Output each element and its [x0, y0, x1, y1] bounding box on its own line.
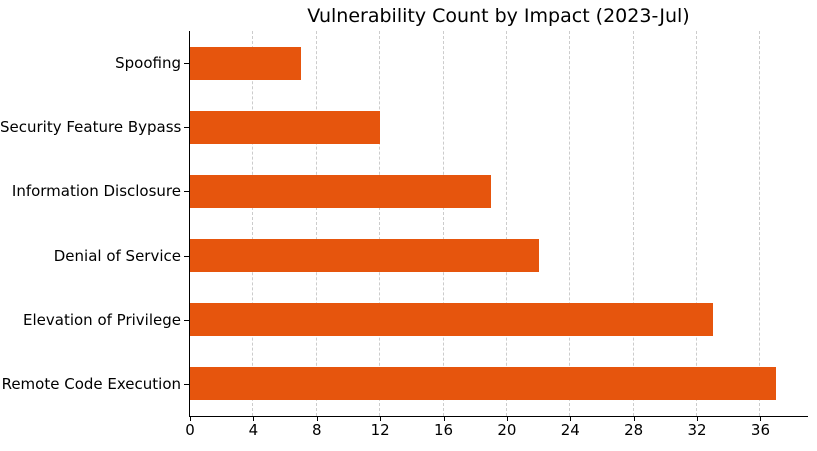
gridline: [759, 31, 761, 416]
gridline: [569, 31, 571, 416]
y-tick-mark: [184, 320, 189, 321]
y-tick-label: Spoofing: [115, 54, 181, 73]
x-tick-label: 36: [750, 421, 770, 439]
gridline: [696, 31, 698, 416]
gridline: [252, 31, 254, 416]
y-tick-mark: [184, 256, 189, 257]
y-tick-label: Denial of Service: [53, 246, 181, 265]
y-tick-label: Elevation of Privilege: [23, 310, 181, 329]
bar: [190, 174, 492, 208]
bar: [190, 303, 713, 337]
x-tick-mark: [697, 417, 698, 421]
chart-title: Vulnerability Count by Impact (2023-Jul): [307, 5, 690, 27]
x-tick-mark: [760, 417, 761, 421]
y-tick-mark: [184, 191, 189, 192]
x-tick-mark: [570, 417, 571, 421]
x-tick-label: 20: [497, 421, 517, 439]
x-tick-mark: [317, 417, 318, 421]
x-tick-label: 4: [248, 421, 259, 439]
gridline: [442, 31, 444, 416]
x-tick-mark: [444, 417, 445, 421]
x-tick-mark: [634, 417, 635, 421]
plot-area: [189, 31, 808, 417]
bar: [190, 239, 539, 273]
y-tick-mark: [184, 384, 189, 385]
gridline: [505, 31, 507, 416]
bar: [190, 367, 777, 401]
bar: [190, 110, 381, 144]
x-tick-mark: [253, 417, 254, 421]
x-tick-label: 24: [560, 421, 580, 439]
y-tick-mark: [184, 127, 189, 128]
x-tick-label: 0: [185, 421, 195, 439]
bar: [190, 46, 301, 80]
gridline: [315, 31, 317, 416]
x-tick-label: 12: [370, 421, 390, 439]
y-tick-label: Remote Code Execution: [1, 374, 181, 393]
x-tick-label: 28: [624, 421, 644, 439]
x-tick-label: 32: [687, 421, 707, 439]
x-tick-mark: [380, 417, 381, 421]
x-tick-label: 16: [433, 421, 454, 439]
x-tick-mark: [190, 417, 191, 421]
gridline: [379, 31, 381, 416]
x-tick-label: 8: [311, 421, 322, 439]
y-tick-label: Information Disclosure: [11, 182, 181, 201]
y-tick-label: Security Feature Bypass: [0, 118, 182, 137]
y-tick-mark: [184, 63, 189, 64]
gridline: [632, 31, 634, 416]
x-tick-mark: [507, 417, 508, 421]
